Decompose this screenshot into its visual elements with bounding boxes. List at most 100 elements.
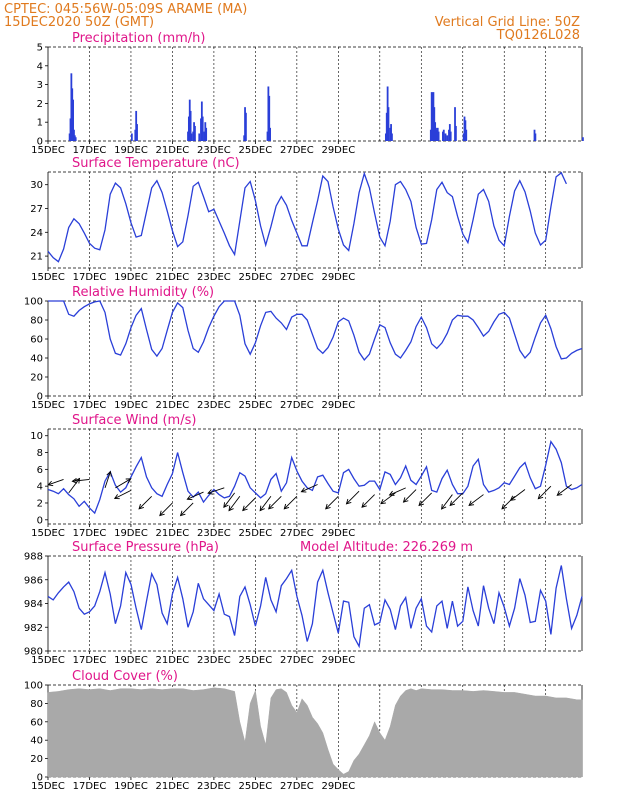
wind-arrow-head: [259, 505, 265, 512]
y-tick-label: 0: [37, 515, 43, 526]
precip-bar: [442, 129, 445, 141]
precip-bar: [190, 133, 193, 141]
wind-arrow-shaft: [159, 502, 173, 516]
wind-arrow-shaft: [510, 489, 526, 501]
wind-arrow-head: [223, 502, 229, 509]
x-tick-label: 15DEC: [31, 781, 65, 792]
wind-arrow-head: [300, 487, 307, 493]
precip-bar: [205, 127, 208, 141]
wind-arrow-shaft: [301, 484, 318, 493]
x-tick-label: 21DEC: [156, 145, 190, 156]
x-tick-label: 17DEC: [73, 655, 107, 666]
y-tick-label: 60: [30, 335, 43, 346]
wind-arrow-head: [71, 478, 78, 484]
x-tick-label: 29DEC: [321, 781, 355, 792]
x-tick-label: 27DEC: [280, 272, 314, 283]
wind-arrow-shaft: [228, 495, 241, 511]
x-tick-label: 23DEC: [197, 528, 231, 539]
x-tick-label: 21DEC: [156, 528, 190, 539]
y-tick-label: 3: [37, 80, 43, 91]
x-tick-label: 17DEC: [73, 145, 107, 156]
x-tick-label: 29DEC: [321, 145, 355, 156]
x-tick-label: 27DEC: [280, 528, 314, 539]
wind-arrow-shaft: [72, 478, 90, 482]
wind-arrow-shaft: [361, 494, 375, 508]
y-tick-label: 20: [30, 373, 43, 384]
wind-arrow-head: [283, 503, 290, 510]
x-tick-label: 15DEC: [31, 272, 65, 283]
x-tick-label: 23DEC: [197, 655, 231, 666]
chart-panel-5: 980 982 984 986 988 15DEC 17DEC 19DEC 21DEC 23DEC…: [24, 540, 583, 666]
precip-bar: [194, 125, 196, 141]
precip-bar: [391, 133, 393, 141]
precip-bar: [245, 112, 247, 141]
x-tick-label: 25DEC: [239, 655, 273, 666]
wind-arrow-shaft: [403, 489, 417, 503]
y-tick-label: 21: [30, 252, 43, 263]
y-tick-label: 100: [24, 297, 43, 308]
wind-arrow-shaft: [48, 479, 64, 486]
x-tick-label: 25DEC: [239, 400, 273, 411]
wind-arrow-head: [242, 505, 248, 512]
chart-panel-4: 0 2 4 6 8 10 15DEC 17DEC 19DEC 21DEC 23DEC 25DEC 27D…: [30, 413, 583, 539]
x-tick-label: 29DEC: [321, 655, 355, 666]
y-tick-label: 30: [30, 180, 43, 191]
wind-arrow-head: [418, 500, 424, 507]
y-tick-label: 8: [37, 448, 43, 459]
x-tick-label: 25DEC: [239, 145, 273, 156]
precip-bar: [582, 137, 584, 141]
x-tick-label: 19DEC: [114, 400, 148, 411]
x-tick-label: 29DEC: [321, 272, 355, 283]
x-tick-label: 21DEC: [156, 781, 190, 792]
panel-title: Surface Wind (m/s): [72, 413, 196, 428]
x-tick-label: 19DEC: [114, 781, 148, 792]
x-tick-label: 23DEC: [197, 272, 231, 283]
wind-arrow-shaft: [242, 497, 256, 511]
header-grid-line: Vertical Grid Line: 50Z: [434, 15, 580, 30]
wind-arrow-shaft: [223, 492, 236, 508]
precip-bar: [72, 99, 74, 141]
wind-arrow-shaft: [114, 489, 132, 499]
wind-arrow-head: [556, 490, 563, 496]
wind-arrow-head: [468, 500, 475, 506]
panel-title: Surface Pressure (hPa): [72, 540, 219, 555]
wind-arrow-shaft: [537, 485, 552, 500]
wind-arrow-shaft: [449, 492, 464, 506]
panel-subtitle: Model Altitude: 226.269 m: [300, 540, 473, 555]
x-tick-label: 15DEC: [31, 528, 65, 539]
y-tick-label: 1: [37, 118, 43, 129]
wind-arrow-shaft: [380, 492, 396, 505]
wind-arrow-shaft: [138, 495, 153, 510]
x-tick-label: 29DEC: [321, 400, 355, 411]
y-tick-label: 980: [24, 647, 43, 658]
precip-bar: [437, 131, 440, 141]
wind-arrow-head: [537, 493, 544, 500]
wind-arrow-head: [268, 503, 274, 510]
wind-arrow-head: [106, 470, 112, 477]
wind-arrow-head: [388, 490, 395, 496]
wind-arrow-head: [345, 498, 352, 505]
y-tick-label: 982: [24, 623, 43, 634]
x-tick-label: 19DEC: [114, 272, 148, 283]
header-model-id: TQ0126L028: [496, 28, 580, 43]
y-tick-label: 5: [37, 43, 43, 54]
y-tick-label: 24: [30, 228, 43, 239]
x-tick-label: 27DEC: [280, 655, 314, 666]
y-tick-label: 0: [37, 392, 43, 403]
header-location: CPTEC: 045:56W-05:09S ARAME (MA): [4, 2, 248, 17]
y-tick-label: 4: [37, 482, 43, 493]
x-tick-label: 17DEC: [73, 272, 107, 283]
precip-bar: [454, 125, 457, 141]
x-tick-label: 25DEC: [239, 528, 273, 539]
wind-arrow-shaft: [259, 495, 272, 511]
x-tick-label: 15DEC: [31, 655, 65, 666]
precip-bar: [136, 124, 138, 141]
y-tick-label: 2: [37, 498, 43, 509]
precip-bar: [201, 116, 204, 141]
wind-arrow-head: [501, 503, 507, 510]
x-tick-label: 27DEC: [280, 145, 314, 156]
y-tick-label: 10: [30, 431, 43, 442]
y-tick-label: 80: [30, 316, 43, 327]
series-line: [47, 439, 583, 515]
precip-bar: [130, 133, 133, 141]
